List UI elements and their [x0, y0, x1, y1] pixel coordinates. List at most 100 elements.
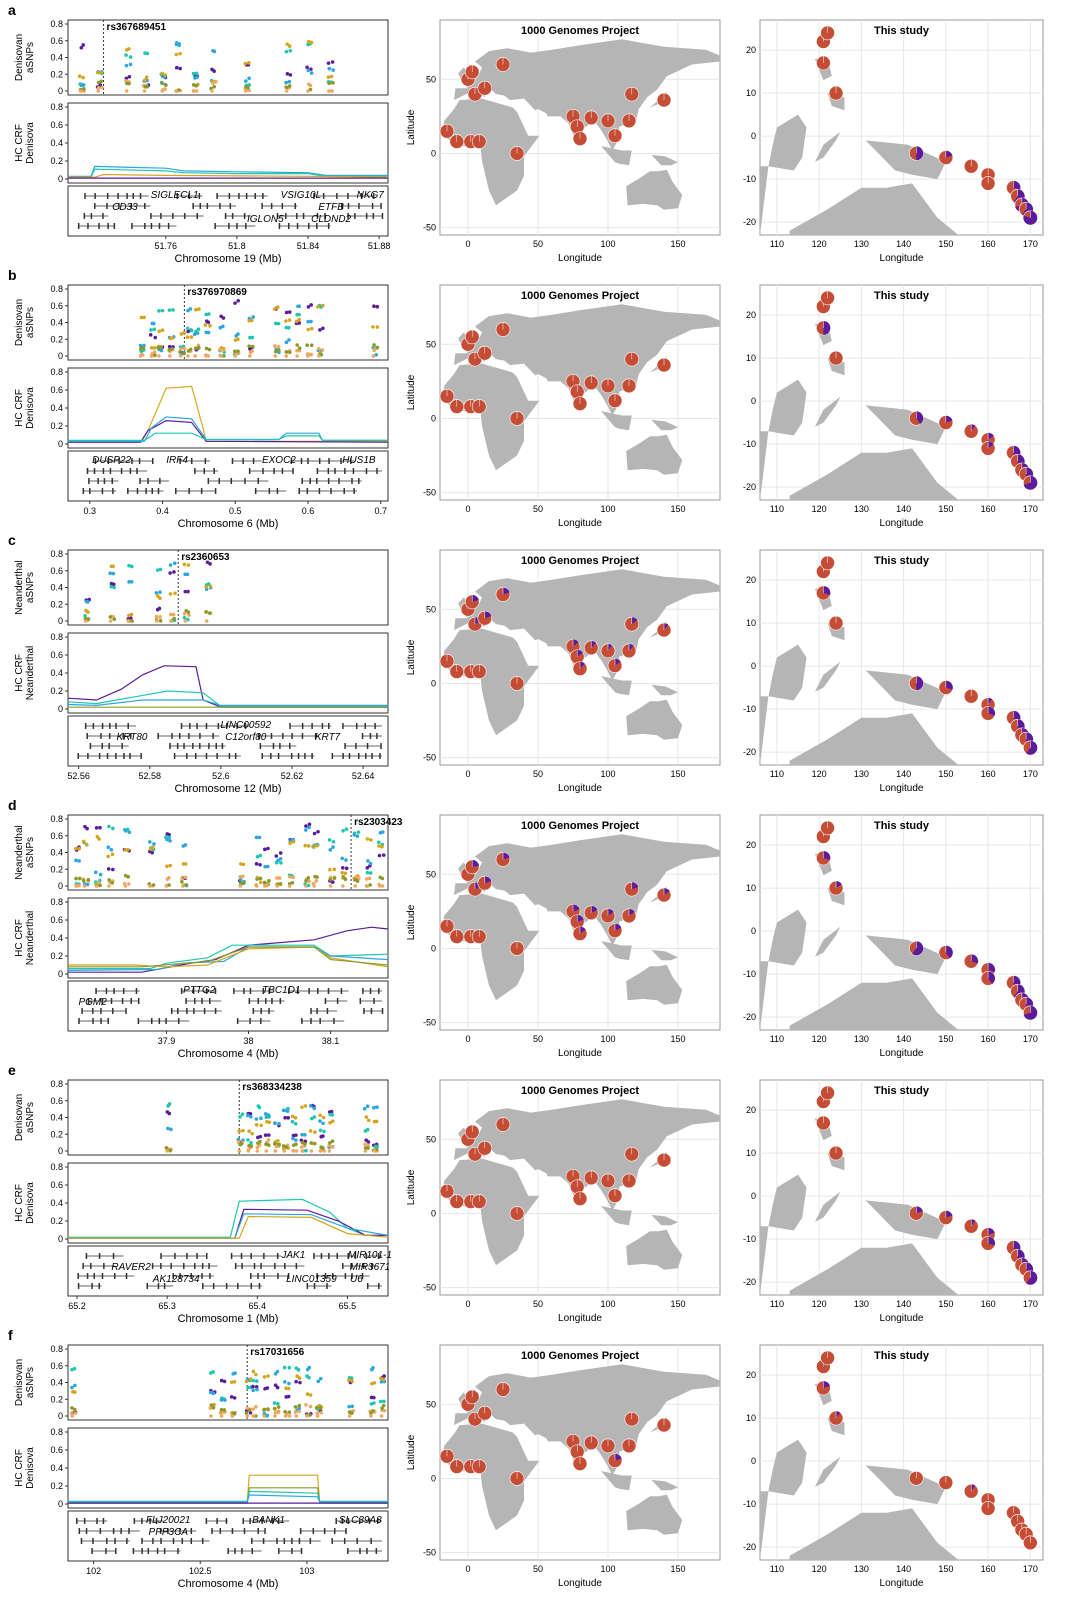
exon [201, 1263, 204, 1269]
exon [82, 488, 85, 494]
asnp-dot [257, 1105, 262, 1110]
exon [78, 1528, 81, 1534]
x-tick-label: 130 [854, 504, 869, 514]
exon [381, 213, 384, 219]
exon [92, 1538, 94, 1544]
asnp-dot [377, 844, 381, 848]
asnp-dot [218, 347, 222, 352]
exon [137, 1018, 140, 1024]
asnp-dot [357, 876, 361, 881]
land-shape [760, 166, 769, 235]
asnp-dot [381, 1377, 386, 1382]
asnp-dot [160, 308, 165, 313]
exon [248, 998, 251, 1004]
pie-slice [629, 643, 634, 651]
asnp-dot [286, 1386, 291, 1391]
exon [306, 1283, 309, 1289]
exon [129, 753, 131, 759]
exon [92, 1008, 94, 1014]
exon [360, 193, 363, 199]
pie-slice [988, 697, 993, 705]
asnp-dot [244, 1411, 249, 1415]
asnp-dot [70, 1406, 74, 1410]
x-tick-label: 160 [981, 769, 996, 779]
exon [150, 223, 153, 229]
x-tick-label: 50 [533, 504, 543, 514]
asnp-dot [246, 1385, 250, 1390]
land-shape [651, 154, 678, 166]
pie-slice [615, 1453, 622, 1461]
asnp-dot [318, 1119, 322, 1123]
asnp-dot [294, 1149, 299, 1153]
exon [243, 1528, 246, 1534]
asnp-dot [144, 75, 149, 79]
asnp-dot [148, 333, 153, 337]
map-title: 1000 Genomes Project [521, 1085, 639, 1097]
asnp-dot [236, 337, 240, 342]
asnp-dot [194, 71, 199, 76]
y-tick-label: -10 [743, 969, 756, 979]
exon [213, 468, 215, 474]
exon [236, 723, 238, 729]
exon [268, 488, 271, 494]
exon [136, 468, 138, 474]
asnp-dot [355, 834, 360, 838]
gene-label: JAK1 [280, 1250, 305, 1261]
asnp-dot [309, 1149, 314, 1153]
asnp-dot [293, 1405, 298, 1409]
asnp-dot [100, 85, 104, 90]
exon [179, 458, 181, 464]
exon [170, 1263, 172, 1269]
asnp-dot [320, 348, 325, 352]
x-tick-label: 65.2 [68, 1301, 86, 1311]
pie-slice [945, 680, 953, 690]
crf-frame [67, 102, 389, 184]
asnp-dot [259, 1123, 263, 1128]
exon [129, 733, 132, 739]
asnp-dot [183, 862, 188, 866]
y-axis-label: Denisovan [14, 1094, 25, 1141]
x-axis-label: Chromosome 6 (Mb) [178, 518, 279, 530]
x-axis-label: Chromosome 1 (Mb) [178, 1313, 279, 1325]
pie-slice [988, 1236, 996, 1246]
asnp-dot [315, 1414, 320, 1418]
y-axis-label: HC CRF [14, 654, 25, 692]
gene-label: MIR101-1 [348, 1250, 392, 1261]
exon [176, 193, 179, 199]
pie-slice [971, 1484, 976, 1492]
asnp-dot [347, 1414, 352, 1418]
exon [163, 1548, 166, 1554]
exon [194, 998, 196, 1004]
asnp-dot [167, 348, 171, 352]
asnp-dot [250, 1131, 254, 1136]
asnp-dot [328, 1121, 332, 1125]
asnp-dot [283, 1409, 287, 1414]
land-shape [814, 396, 841, 427]
y-tick-label: 10 [746, 618, 756, 628]
y-tick-label: 0.2 [50, 1394, 63, 1404]
panel-letter: d [8, 797, 17, 813]
pie-slice [945, 1210, 953, 1218]
exon [212, 1283, 215, 1289]
exon [289, 723, 291, 729]
x-tick-label: 52.62 [281, 771, 304, 781]
exon [101, 743, 104, 749]
exon [297, 988, 299, 994]
land-shape [442, 628, 540, 736]
asnp-dot [318, 328, 322, 332]
exon [297, 753, 300, 759]
exon [364, 723, 367, 729]
asnp-dot [208, 562, 212, 566]
y-tick-label: 20 [746, 1105, 756, 1115]
asnp-dot [321, 1134, 325, 1138]
pie-slice [912, 941, 924, 956]
asnp-dot [381, 830, 385, 834]
x-tick-label: 110 [770, 1564, 784, 1574]
exon [83, 1518, 86, 1524]
y-tick-label: 0 [751, 1191, 756, 1201]
crf-line [68, 165, 388, 177]
asnp-dot [321, 1146, 325, 1150]
asnp-dot [290, 880, 295, 885]
land-shape [768, 1439, 807, 1496]
